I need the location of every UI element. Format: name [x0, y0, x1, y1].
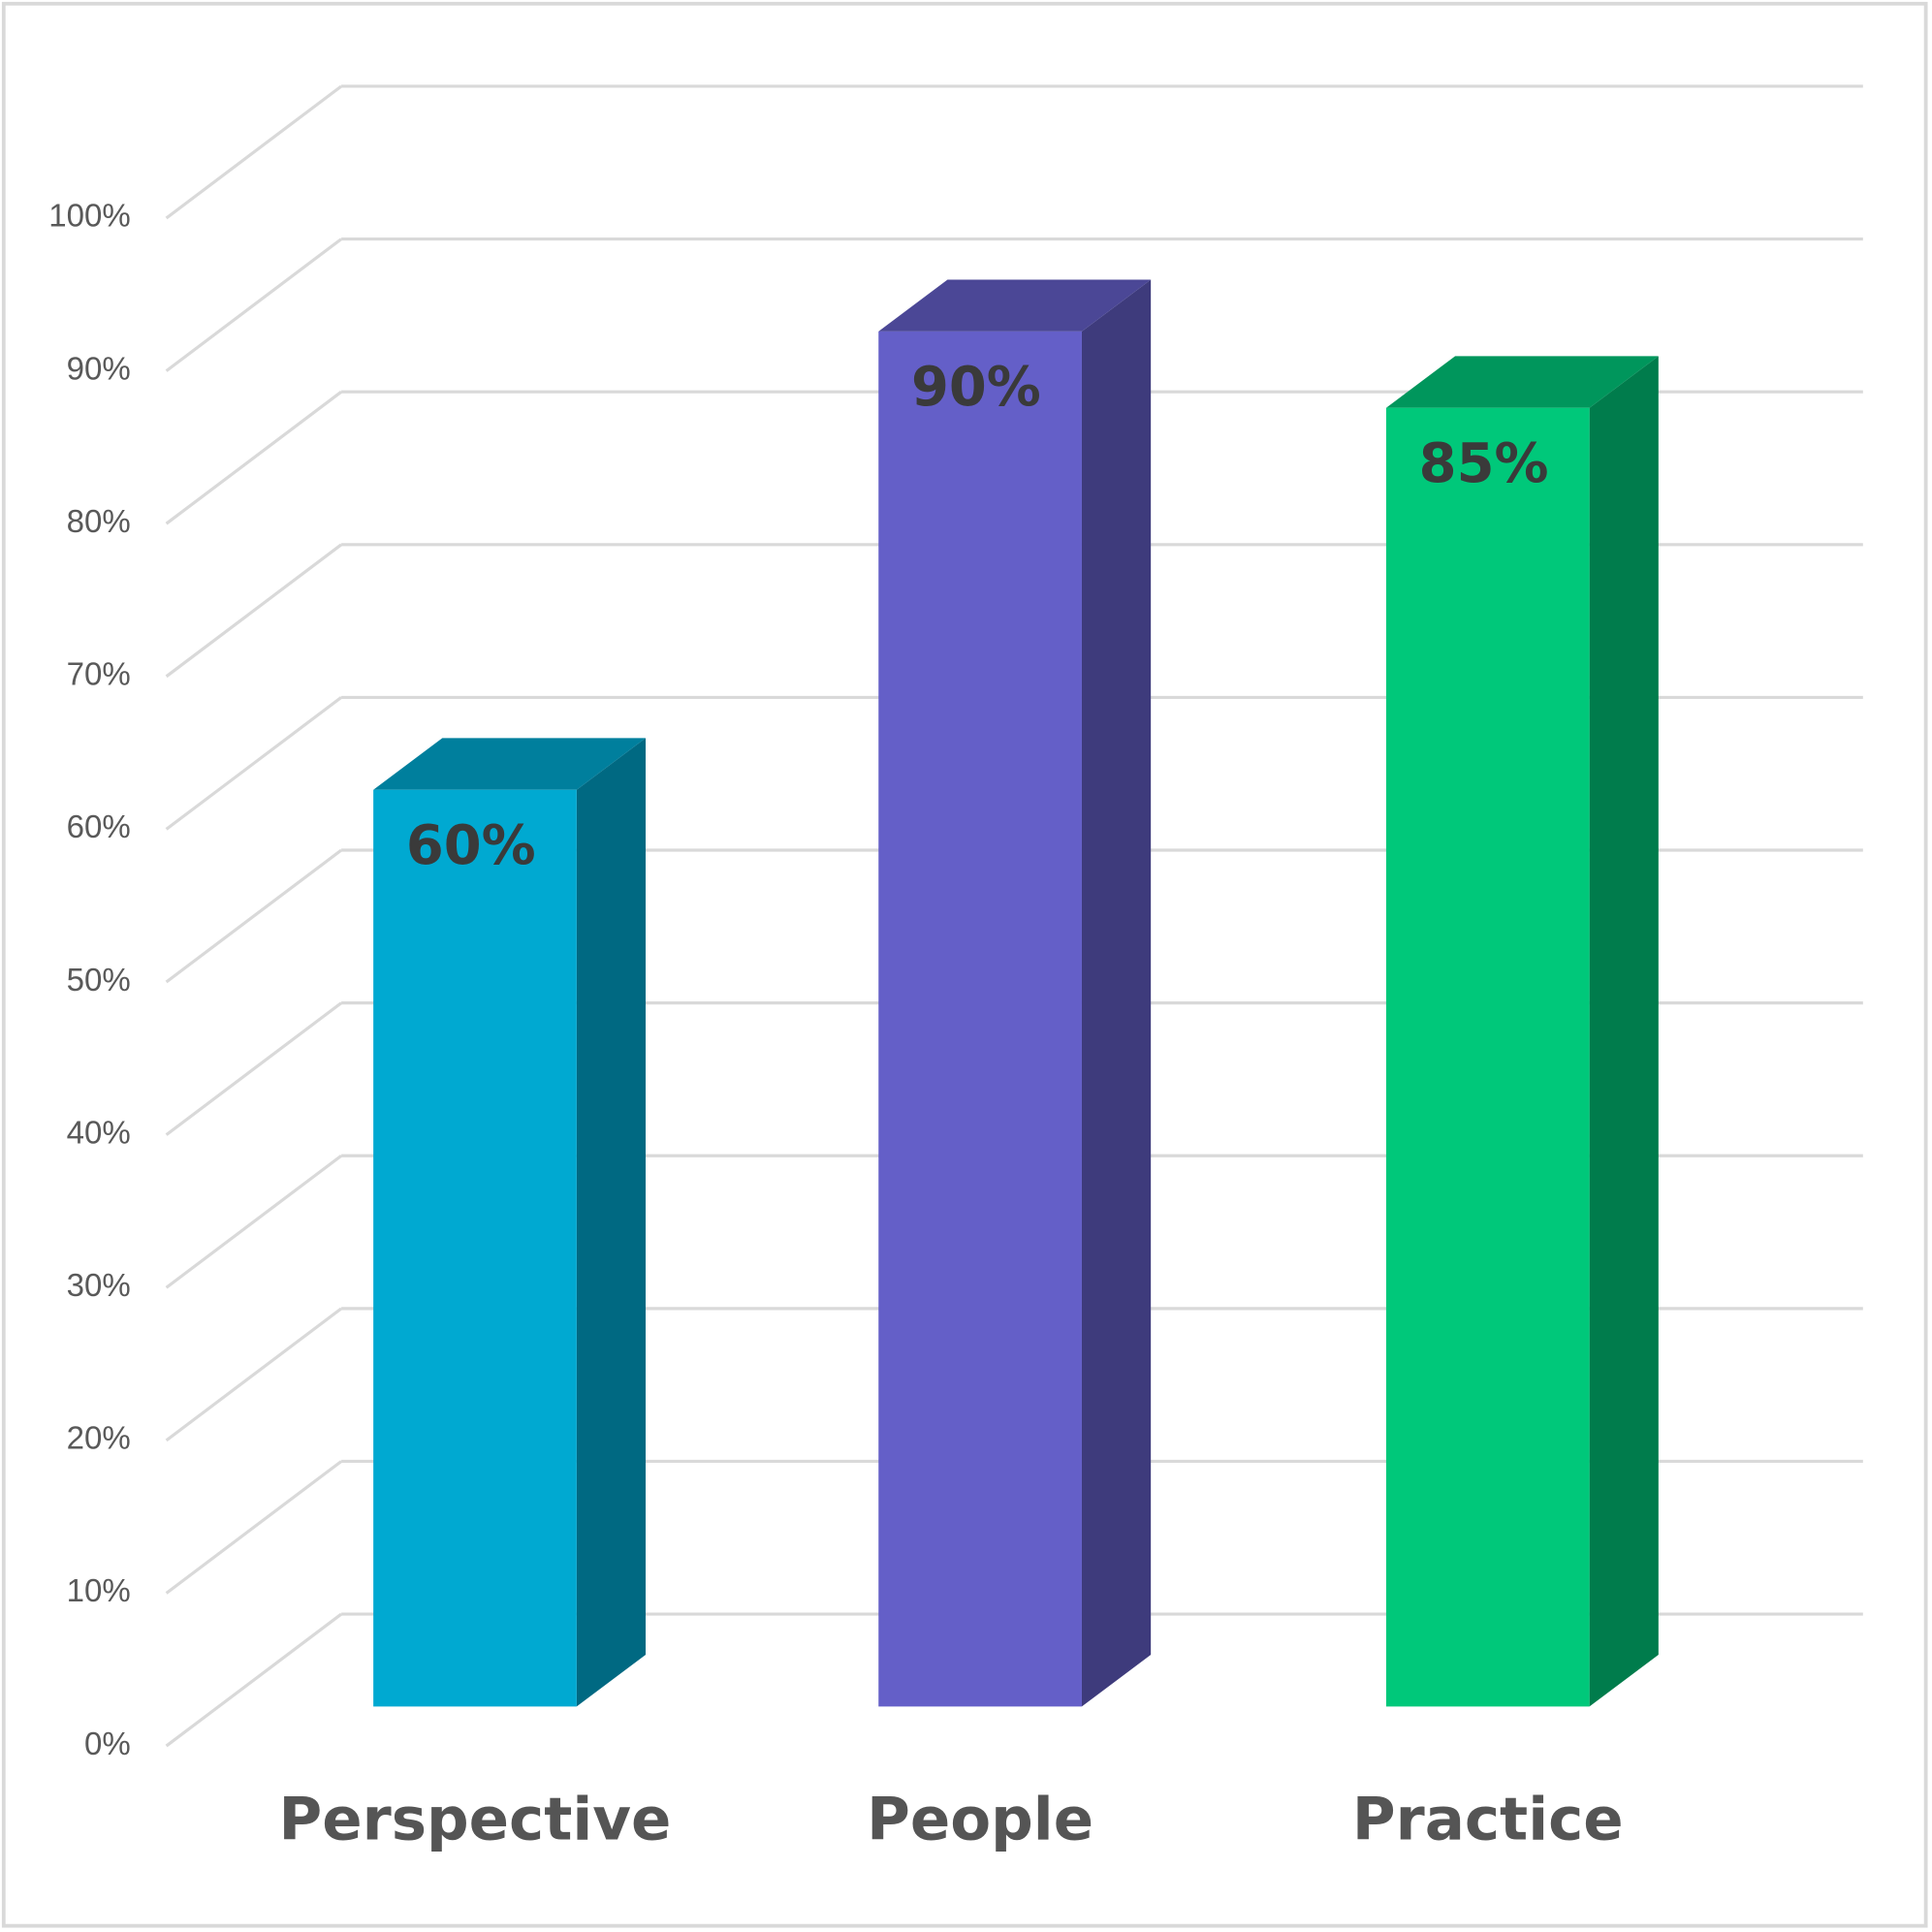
x-tick-label: Perspective	[279, 1786, 672, 1854]
y-tick-label: 80%	[67, 504, 131, 540]
y-tick-label: 20%	[67, 1421, 131, 1457]
grid-line-side	[165, 1460, 343, 1595]
y-tick-label: 40%	[67, 1115, 131, 1151]
y-tick-label: 70%	[67, 657, 131, 693]
grid-line-side	[165, 1001, 343, 1136]
value-label: 85%	[1419, 432, 1549, 495]
bar	[373, 789, 577, 1707]
bar	[878, 331, 1082, 1707]
grid-line-side	[165, 1307, 343, 1442]
y-tick-label: 0%	[84, 1726, 131, 1762]
y-tick-label: 60%	[67, 809, 131, 845]
bar-side	[576, 738, 647, 1707]
bar-top	[373, 738, 647, 790]
grid-line-side	[165, 84, 343, 220]
y-tick-label: 50%	[67, 963, 131, 998]
bar-top	[878, 279, 1152, 332]
bar	[1385, 407, 1590, 1707]
x-tick-label: People	[867, 1786, 1093, 1854]
grid-line-side	[165, 543, 343, 679]
bar-top	[1385, 356, 1659, 408]
grid-line-side	[165, 1154, 343, 1289]
grid-line-side	[165, 238, 343, 372]
bar-side	[1081, 279, 1152, 1707]
y-tick-label: 30%	[67, 1268, 131, 1304]
value-label: 90%	[911, 356, 1041, 419]
y-tick-label: 10%	[67, 1573, 131, 1609]
y-tick-label: 100%	[48, 199, 130, 235]
x-tick-label: Practice	[1352, 1786, 1624, 1854]
grid-line-side	[165, 1612, 343, 1748]
grid-line-side	[165, 848, 343, 984]
bar-side	[1589, 356, 1659, 1707]
grid-line-side	[165, 696, 343, 831]
grid-line-side	[165, 390, 343, 525]
y-tick-label: 90%	[67, 351, 131, 387]
value-label: 60%	[406, 814, 536, 877]
